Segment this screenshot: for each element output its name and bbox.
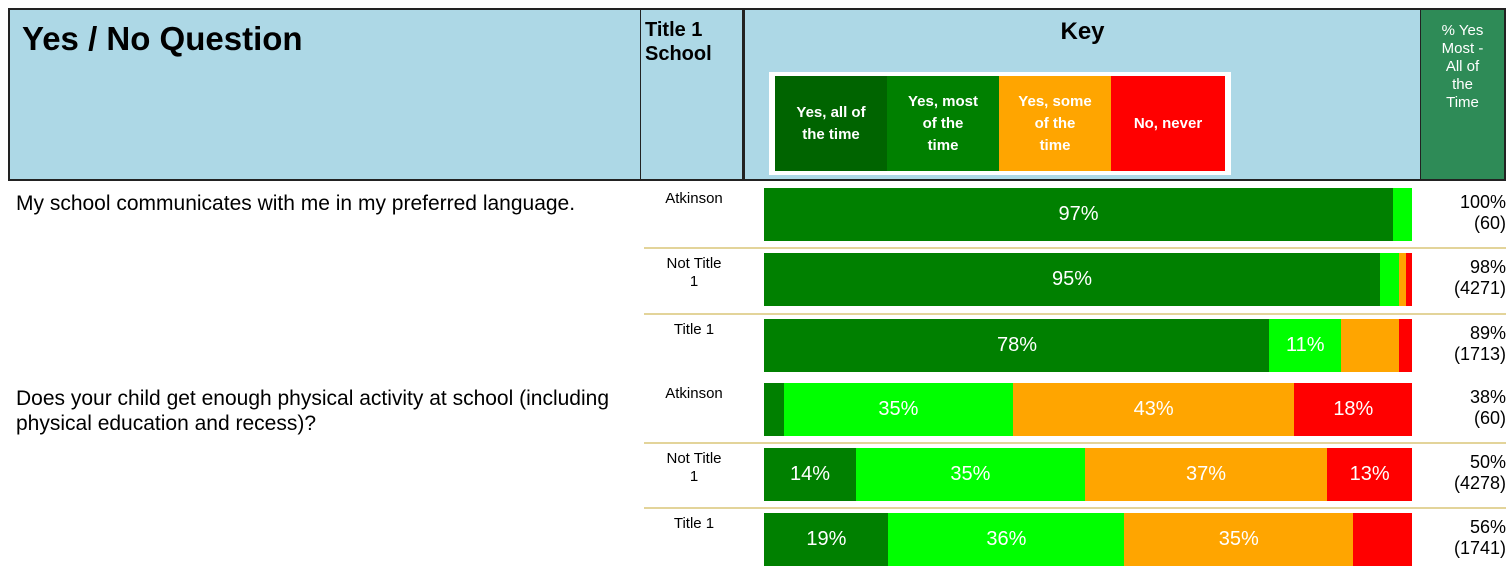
row-label: Not Title 1 (666, 255, 722, 290)
data-label: 19% (806, 528, 847, 550)
key-title: Key (1060, 18, 1105, 45)
bar-segment: 36% (888, 513, 1125, 566)
key-header: Key Yes, all of the time Yes, most of the… (744, 8, 1422, 181)
percent-yes-value: 38% (60) (1469, 387, 1506, 428)
bar-segment: 97% (764, 188, 1394, 241)
bar-segment: 35% (783, 383, 1014, 436)
data-label: 43% (1133, 398, 1174, 420)
stacked-bar: 19% 36% 35% (764, 513, 1413, 566)
bar-segment: 78% (764, 319, 1270, 372)
percent-yes-value: 100% (60) (1459, 192, 1506, 233)
stacked-bar: 97% (764, 188, 1413, 241)
data-label: 13% (1349, 463, 1390, 485)
question-text: Does your child get enough physical acti… (16, 387, 609, 435)
data-label: 95% (1052, 268, 1093, 290)
row-label: Atkinson (665, 385, 723, 402)
key-cell-1: Yes, all of the time (775, 76, 887, 171)
row-separator (644, 247, 1506, 249)
bar-segment (1392, 188, 1413, 241)
row-separator (644, 313, 1506, 315)
data-label: 14% (790, 463, 831, 485)
bar-segment: 19% (764, 513, 889, 566)
question-column-title: Yes / No Question (22, 20, 303, 57)
stacked-bar: 95% (764, 253, 1413, 306)
stacked-bar: 35% 43% 18% (764, 383, 1413, 436)
data-label: 18% (1333, 398, 1374, 420)
school-column-title: Title 1 School (645, 19, 712, 65)
bar-segment: 37% (1084, 448, 1328, 501)
row-label: Title 1 (673, 515, 715, 532)
key-cell-4: No, never (1111, 76, 1225, 171)
data-label: 36% (986, 528, 1027, 550)
row-separator (644, 507, 1506, 509)
question-text: My school communicates with me in my pre… (16, 192, 576, 215)
bar-segment (1405, 253, 1413, 306)
data-label: 37% (1186, 463, 1227, 485)
bar-segment: 11% (1269, 319, 1342, 372)
bar-segment: 43% (1012, 383, 1295, 436)
bar-segment (1379, 253, 1400, 306)
data-label: 11% (1286, 334, 1325, 356)
bar-segment (1340, 319, 1400, 372)
bar-segment: 35% (1124, 513, 1354, 566)
row-label: Not Title 1 (666, 450, 722, 485)
row-label: Atkinson (665, 190, 723, 207)
stacked-bar: 78% 11% (764, 319, 1413, 372)
percent-yes-value: 98% (4271) (1453, 257, 1506, 298)
key-cell-2: Yes, most of the time (887, 76, 999, 171)
bar-segment: 95% (764, 253, 1381, 306)
bar-segment: 13% (1326, 448, 1413, 501)
percent-yes-value: 89% (1713) (1453, 323, 1506, 364)
question-column-header: Yes / No Question (8, 8, 642, 181)
percent-column-header: % Yes Most - All of the Time (1420, 8, 1506, 181)
data-label: 97% (1058, 203, 1099, 225)
bar-segment (764, 383, 785, 436)
key-legend: Yes, all of the time Yes, most of the tim… (769, 72, 1231, 175)
school-column-header: Title 1 School (640, 8, 746, 181)
bar-segment: 18% (1294, 383, 1413, 436)
bar-segment: 14% (764, 448, 857, 501)
bar-segment (1353, 513, 1413, 566)
bar-segment (1399, 253, 1406, 306)
bar-segment (1399, 319, 1413, 372)
percent-yes-value: 50% (4278) (1453, 452, 1506, 493)
data-label: 35% (878, 398, 919, 420)
row-separator (644, 442, 1506, 444)
row-label: Title 1 (673, 321, 715, 338)
percent-column-title: % Yes Most - All of the Time (1441, 22, 1484, 111)
percent-yes-value: 56% (1741) (1453, 517, 1506, 558)
data-label: 78% (996, 334, 1037, 356)
data-label: 35% (950, 463, 991, 485)
stacked-bar: 14% 35% 37% 13% (764, 448, 1413, 501)
bar-segment: 35% (855, 448, 1086, 501)
key-cell-3: Yes, some of the time (999, 76, 1111, 171)
data-label: 35% (1218, 528, 1259, 550)
